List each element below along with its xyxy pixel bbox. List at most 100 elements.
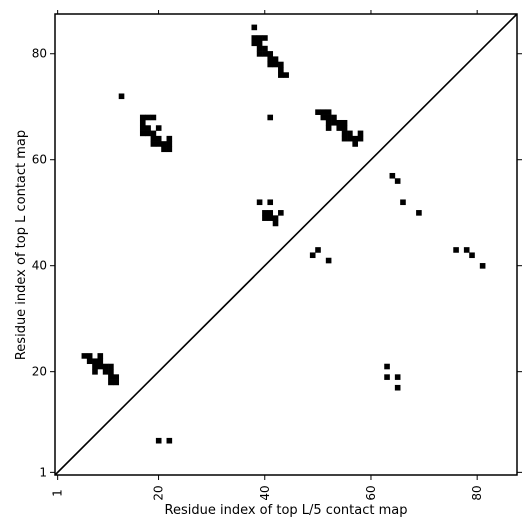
contact-point-lower <box>325 257 332 264</box>
plot-frame <box>54 13 518 476</box>
contact-point-upper <box>108 363 114 370</box>
contact-point-upper <box>256 199 263 206</box>
y-tick-label: 1 <box>39 465 47 479</box>
contact-point-upper <box>336 125 343 131</box>
contact-point-upper <box>92 358 98 365</box>
contact-point-upper <box>278 72 284 78</box>
x-tick-label: 20 <box>152 485 166 500</box>
contact-point-upper <box>97 358 104 365</box>
contact-point-upper <box>97 363 104 370</box>
contact-point-upper <box>262 45 268 52</box>
contact-point-upper <box>320 114 327 121</box>
contact-point-upper <box>325 109 332 115</box>
contact-point-lower <box>463 247 470 253</box>
contact-point-upper <box>150 130 157 137</box>
contact-point-upper <box>256 35 263 41</box>
contact-point-upper <box>97 353 104 359</box>
contact-point-lower <box>384 363 390 370</box>
contact-point-upper <box>272 220 279 227</box>
contact-point-upper <box>278 210 284 216</box>
y-tick-label: 20 <box>32 365 47 379</box>
contact-point-upper <box>325 114 332 121</box>
x-tick-label: 80 <box>470 485 484 500</box>
contact-point-upper <box>331 119 337 126</box>
contact-point-lower <box>394 384 401 391</box>
contact-point-upper <box>262 51 268 57</box>
contact-point-upper <box>341 130 348 137</box>
x-tick-label: 1 <box>51 489 65 497</box>
contact-point-upper <box>145 125 151 131</box>
contact-point-upper <box>155 135 162 142</box>
contact-point-upper <box>256 45 263 52</box>
contact-point-upper <box>166 135 173 142</box>
contact-point-lower <box>389 172 396 179</box>
x-axis-title: Residue index of top L/5 contact map <box>165 503 408 518</box>
contact-point-upper <box>139 119 146 126</box>
x-tick-label: 40 <box>258 485 272 500</box>
contact-point-upper <box>267 51 274 57</box>
contact-point-lower <box>384 374 390 380</box>
contact-point-upper <box>341 119 348 126</box>
contact-point-upper <box>352 141 358 147</box>
contact-point-upper <box>145 130 151 137</box>
contact-point-upper <box>347 130 353 137</box>
contact-point-upper <box>118 93 125 100</box>
contact-point-upper <box>92 369 98 375</box>
contact-point-upper <box>272 56 279 62</box>
contact-point-upper <box>262 35 268 41</box>
contact-point-upper <box>102 363 109 370</box>
contact-point-upper <box>113 379 120 386</box>
contact-point-lower <box>394 178 401 184</box>
contact-point-upper <box>352 135 358 142</box>
contact-point-upper <box>108 374 114 380</box>
contact-point-lower <box>394 374 401 380</box>
contact-point-upper <box>166 141 173 147</box>
contact-point-upper <box>267 56 274 62</box>
diagonal-line <box>54 13 518 476</box>
y-axis-title: Residue index of top L contact map <box>14 130 29 360</box>
contact-point-upper <box>166 146 173 153</box>
contact-point-upper <box>150 135 157 142</box>
y-tick-label: 80 <box>32 47 47 61</box>
contact-point-upper <box>325 119 332 126</box>
x-tick-label: 60 <box>364 485 378 500</box>
contact-point-upper <box>267 114 274 121</box>
contact-point-lower <box>469 252 475 259</box>
diagonal-line-group <box>54 13 518 476</box>
contact-point-upper <box>278 66 284 73</box>
contact-point-upper <box>336 119 343 126</box>
contact-point-upper <box>108 379 114 386</box>
contact-point-lower <box>315 247 321 253</box>
contact-point-upper <box>102 369 109 375</box>
y-tick-label: 60 <box>32 153 47 167</box>
contact-point-upper <box>272 215 279 221</box>
contact-point-upper <box>251 24 258 31</box>
contact-point-upper <box>86 353 93 359</box>
contact-point-upper <box>267 199 274 206</box>
contact-point-upper <box>267 210 274 216</box>
contact-point-upper <box>155 125 162 131</box>
contact-point-upper <box>108 369 114 375</box>
y-tick-label: 40 <box>32 259 47 273</box>
contact-point-upper <box>272 61 279 68</box>
contact-point-upper <box>278 61 284 68</box>
contact-point-lower <box>166 437 173 444</box>
contact-point-upper <box>315 109 321 115</box>
contact-point-lower <box>400 199 406 206</box>
contact-point-lower <box>453 247 459 253</box>
contact-point-upper <box>139 125 146 131</box>
contact-point-upper <box>113 374 120 380</box>
contact-point-upper <box>155 141 162 147</box>
contact-point-upper <box>81 353 88 359</box>
contact-points <box>81 24 486 444</box>
contact-point-upper <box>256 40 263 47</box>
contact-point-upper <box>267 61 274 68</box>
contact-point-upper <box>150 141 157 147</box>
contact-point-upper <box>251 40 258 47</box>
contact-point-lower <box>309 252 316 259</box>
contact-point-upper <box>161 146 167 153</box>
contact-point-upper <box>150 114 157 121</box>
contact-point-upper <box>325 125 332 131</box>
axis-ticks: 1 20 40 60 80 1 20 40 60 80 <box>32 10 522 501</box>
